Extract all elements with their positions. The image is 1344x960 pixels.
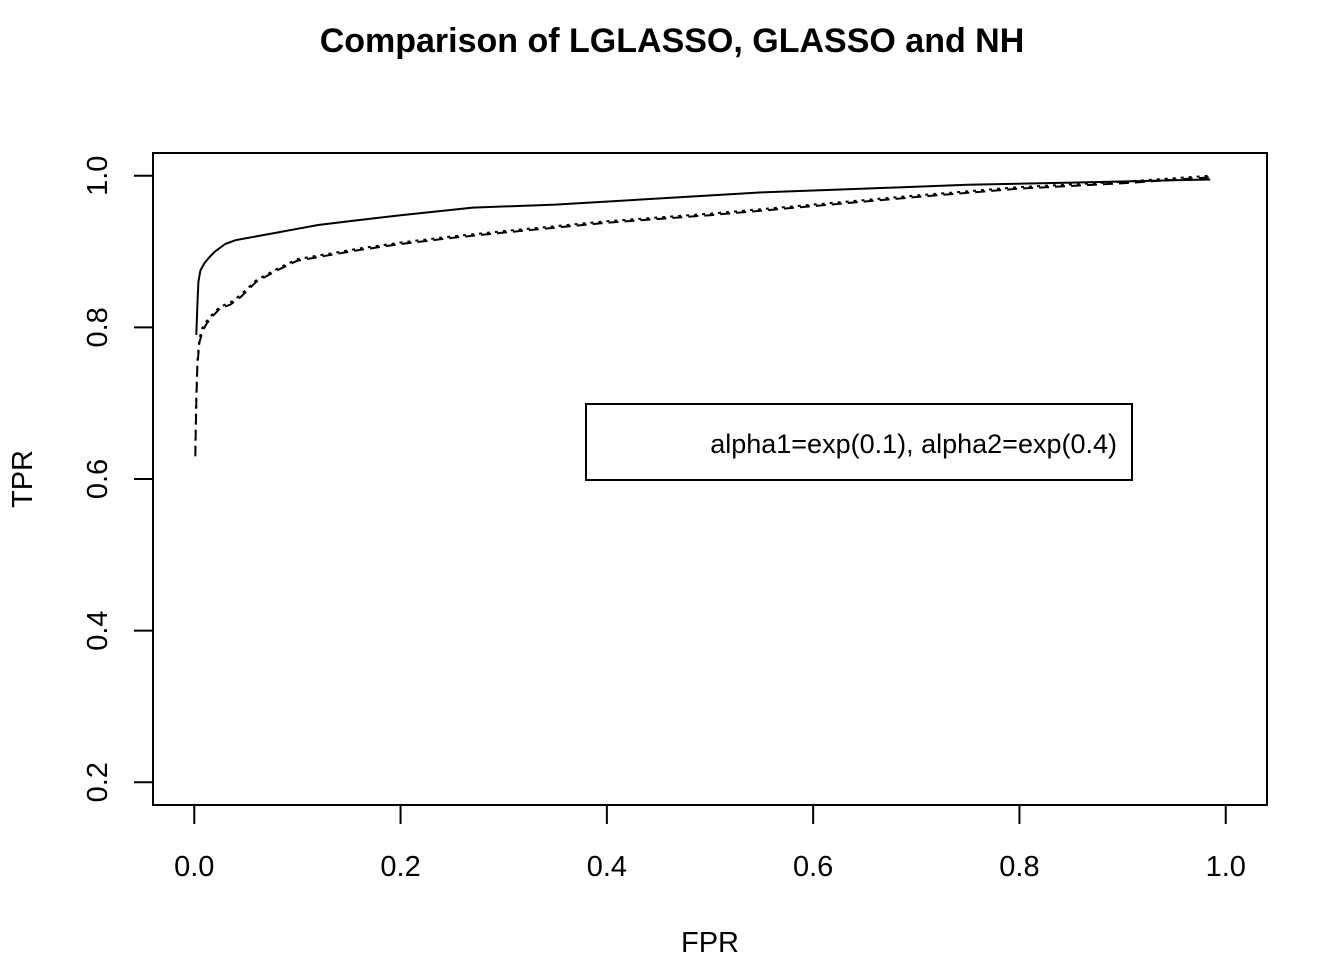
- chart-title: Comparison of LGLASSO, GLASSO and NH: [320, 22, 1025, 60]
- y-tick-label: 0.4: [82, 610, 114, 650]
- y-tick-label: 0.6: [82, 459, 114, 499]
- series-group: [194, 174, 1211, 457]
- x-tick-label: 0.6: [793, 851, 833, 883]
- x-tick-label: 0.8: [999, 851, 1039, 883]
- x-tick-label: 1.0: [1206, 851, 1246, 883]
- y-tick-label: 0.8: [82, 307, 114, 347]
- legend-box: [585, 403, 1133, 481]
- x-axis: 0.0 0.2 0.4 0.6 0.8 1.0: [174, 804, 1246, 883]
- series-line-dotted: [194, 174, 1211, 449]
- legend-entry: alpha1=exp(0.1), alpha2=exp(0.4): [710, 429, 1117, 459]
- legend: alpha1=exp(0.1), alpha2=exp(0.4): [585, 403, 1133, 481]
- y-axis: 0.2 0.4 0.6 0.8 1.0: [82, 156, 154, 802]
- y-axis-label: TPR: [7, 450, 39, 508]
- x-tick-label: 0.0: [174, 851, 214, 883]
- x-tick-label: 0.4: [587, 851, 627, 883]
- x-axis-label: FPR: [681, 927, 739, 959]
- y-tick-label: 1.0: [82, 156, 114, 196]
- x-tick-label: 0.2: [380, 851, 420, 883]
- series-line-dashed: [194, 176, 1211, 457]
- series-line-solid: [195, 178, 1211, 336]
- y-tick-label: 0.2: [82, 762, 114, 802]
